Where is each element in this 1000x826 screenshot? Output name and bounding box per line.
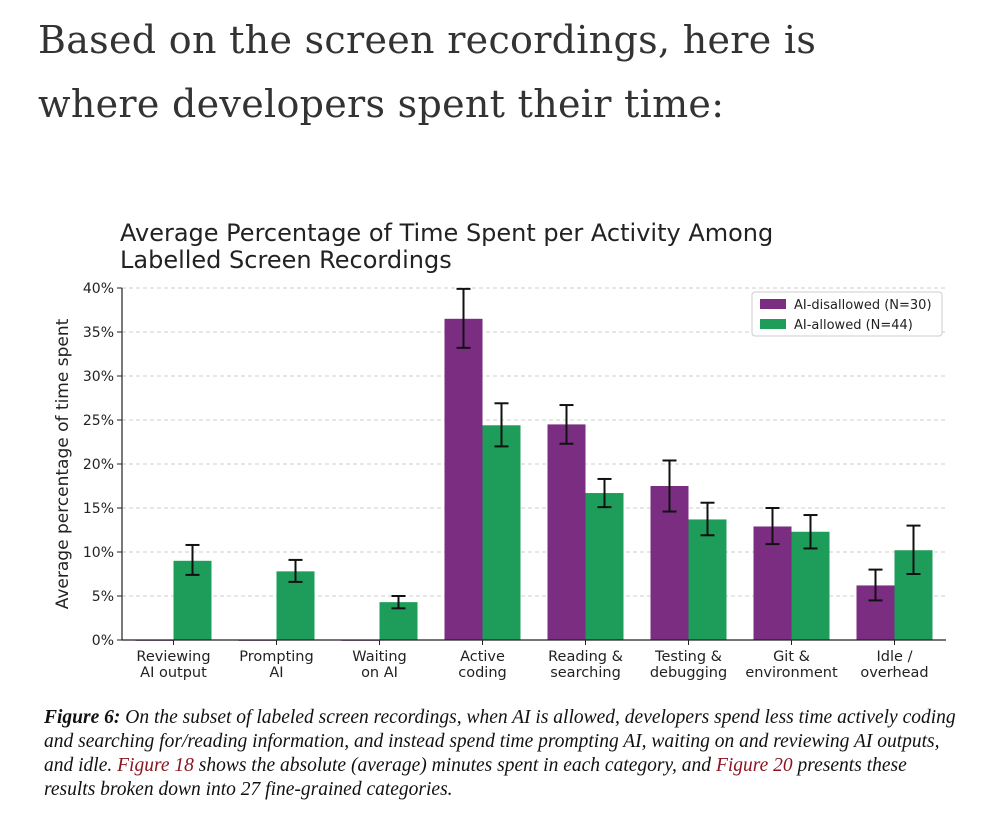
x-tick-label: searching	[550, 665, 621, 681]
figure-20-link[interactable]: Figure 20	[715, 755, 793, 776]
figure-18-link[interactable]: Figure 18	[117, 755, 194, 776]
y-tick-label: 30%	[83, 369, 114, 385]
x-tick-label: Testing &	[654, 649, 722, 665]
bar	[753, 526, 792, 640]
chart-title-line-2: Labelled Screen Recordings	[120, 246, 452, 274]
x-tick-label: AI	[269, 665, 283, 681]
legend-label-disallowed: AI-disallowed (N=30)	[794, 298, 932, 313]
x-tick-label: Waiting	[352, 649, 406, 665]
caption-text-3: presents these results broken down into …	[44, 755, 907, 800]
legend: AI-disallowed (N=30) AI-allowed (N=44)	[751, 291, 943, 337]
figure-label: Figure 6:	[44, 707, 121, 728]
x-tick-label: coding	[458, 665, 506, 681]
legend-box	[751, 291, 943, 337]
y-tick-label: 5%	[92, 589, 114, 605]
bar	[444, 318, 483, 640]
x-tick-label: Active	[460, 649, 505, 665]
x-tick-label: AI output	[140, 665, 207, 681]
x-tick-label: on AI	[361, 665, 398, 681]
legend-label-allowed: AI-allowed (N=44)	[794, 318, 913, 333]
x-tick-label: Prompting	[239, 649, 313, 665]
bar	[791, 531, 830, 640]
chart-title-line-1: Average Percentage of Time Spent per Act…	[120, 219, 773, 247]
bar-chart: Average Percentage of Time Spent per Act…	[53, 219, 946, 681]
y-tick-label: 10%	[83, 545, 114, 561]
bar	[482, 425, 521, 640]
y-tick-label: 25%	[83, 413, 114, 429]
legend-swatch-allowed	[760, 319, 786, 329]
caption-text-2: shows the absolute (average) minutes spe…	[193, 755, 716, 776]
page-heading: Based on the screen recordings, here is …	[38, 18, 817, 126]
x-tick-label: debugging	[650, 665, 727, 681]
x-tick-label: Reviewing	[136, 649, 210, 665]
bar	[688, 519, 727, 640]
bars	[135, 287, 933, 641]
y-axis-label: Average percentage of time spent	[53, 318, 73, 609]
legend-swatch-disallowed	[760, 299, 786, 309]
y-tick-label: 15%	[83, 501, 114, 517]
y-tick-label: 40%	[83, 281, 114, 297]
y-tick-label: 0%	[92, 633, 114, 649]
caption-text-1: On the subset of labeled screen recordin…	[44, 707, 956, 776]
y-tick-label: 20%	[83, 457, 114, 473]
x-tick-label: overhead	[860, 665, 928, 681]
x-tick-label: Git &	[773, 649, 810, 665]
x-tick-label: environment	[745, 665, 838, 681]
figure-caption: Figure 6: On the subset of labeled scree…	[44, 706, 959, 802]
bar	[547, 424, 586, 640]
y-tick-label: 35%	[83, 325, 114, 341]
bar	[585, 493, 624, 640]
x-tick-label: Idle /	[877, 649, 913, 665]
x-tick-label: Reading &	[548, 649, 623, 665]
